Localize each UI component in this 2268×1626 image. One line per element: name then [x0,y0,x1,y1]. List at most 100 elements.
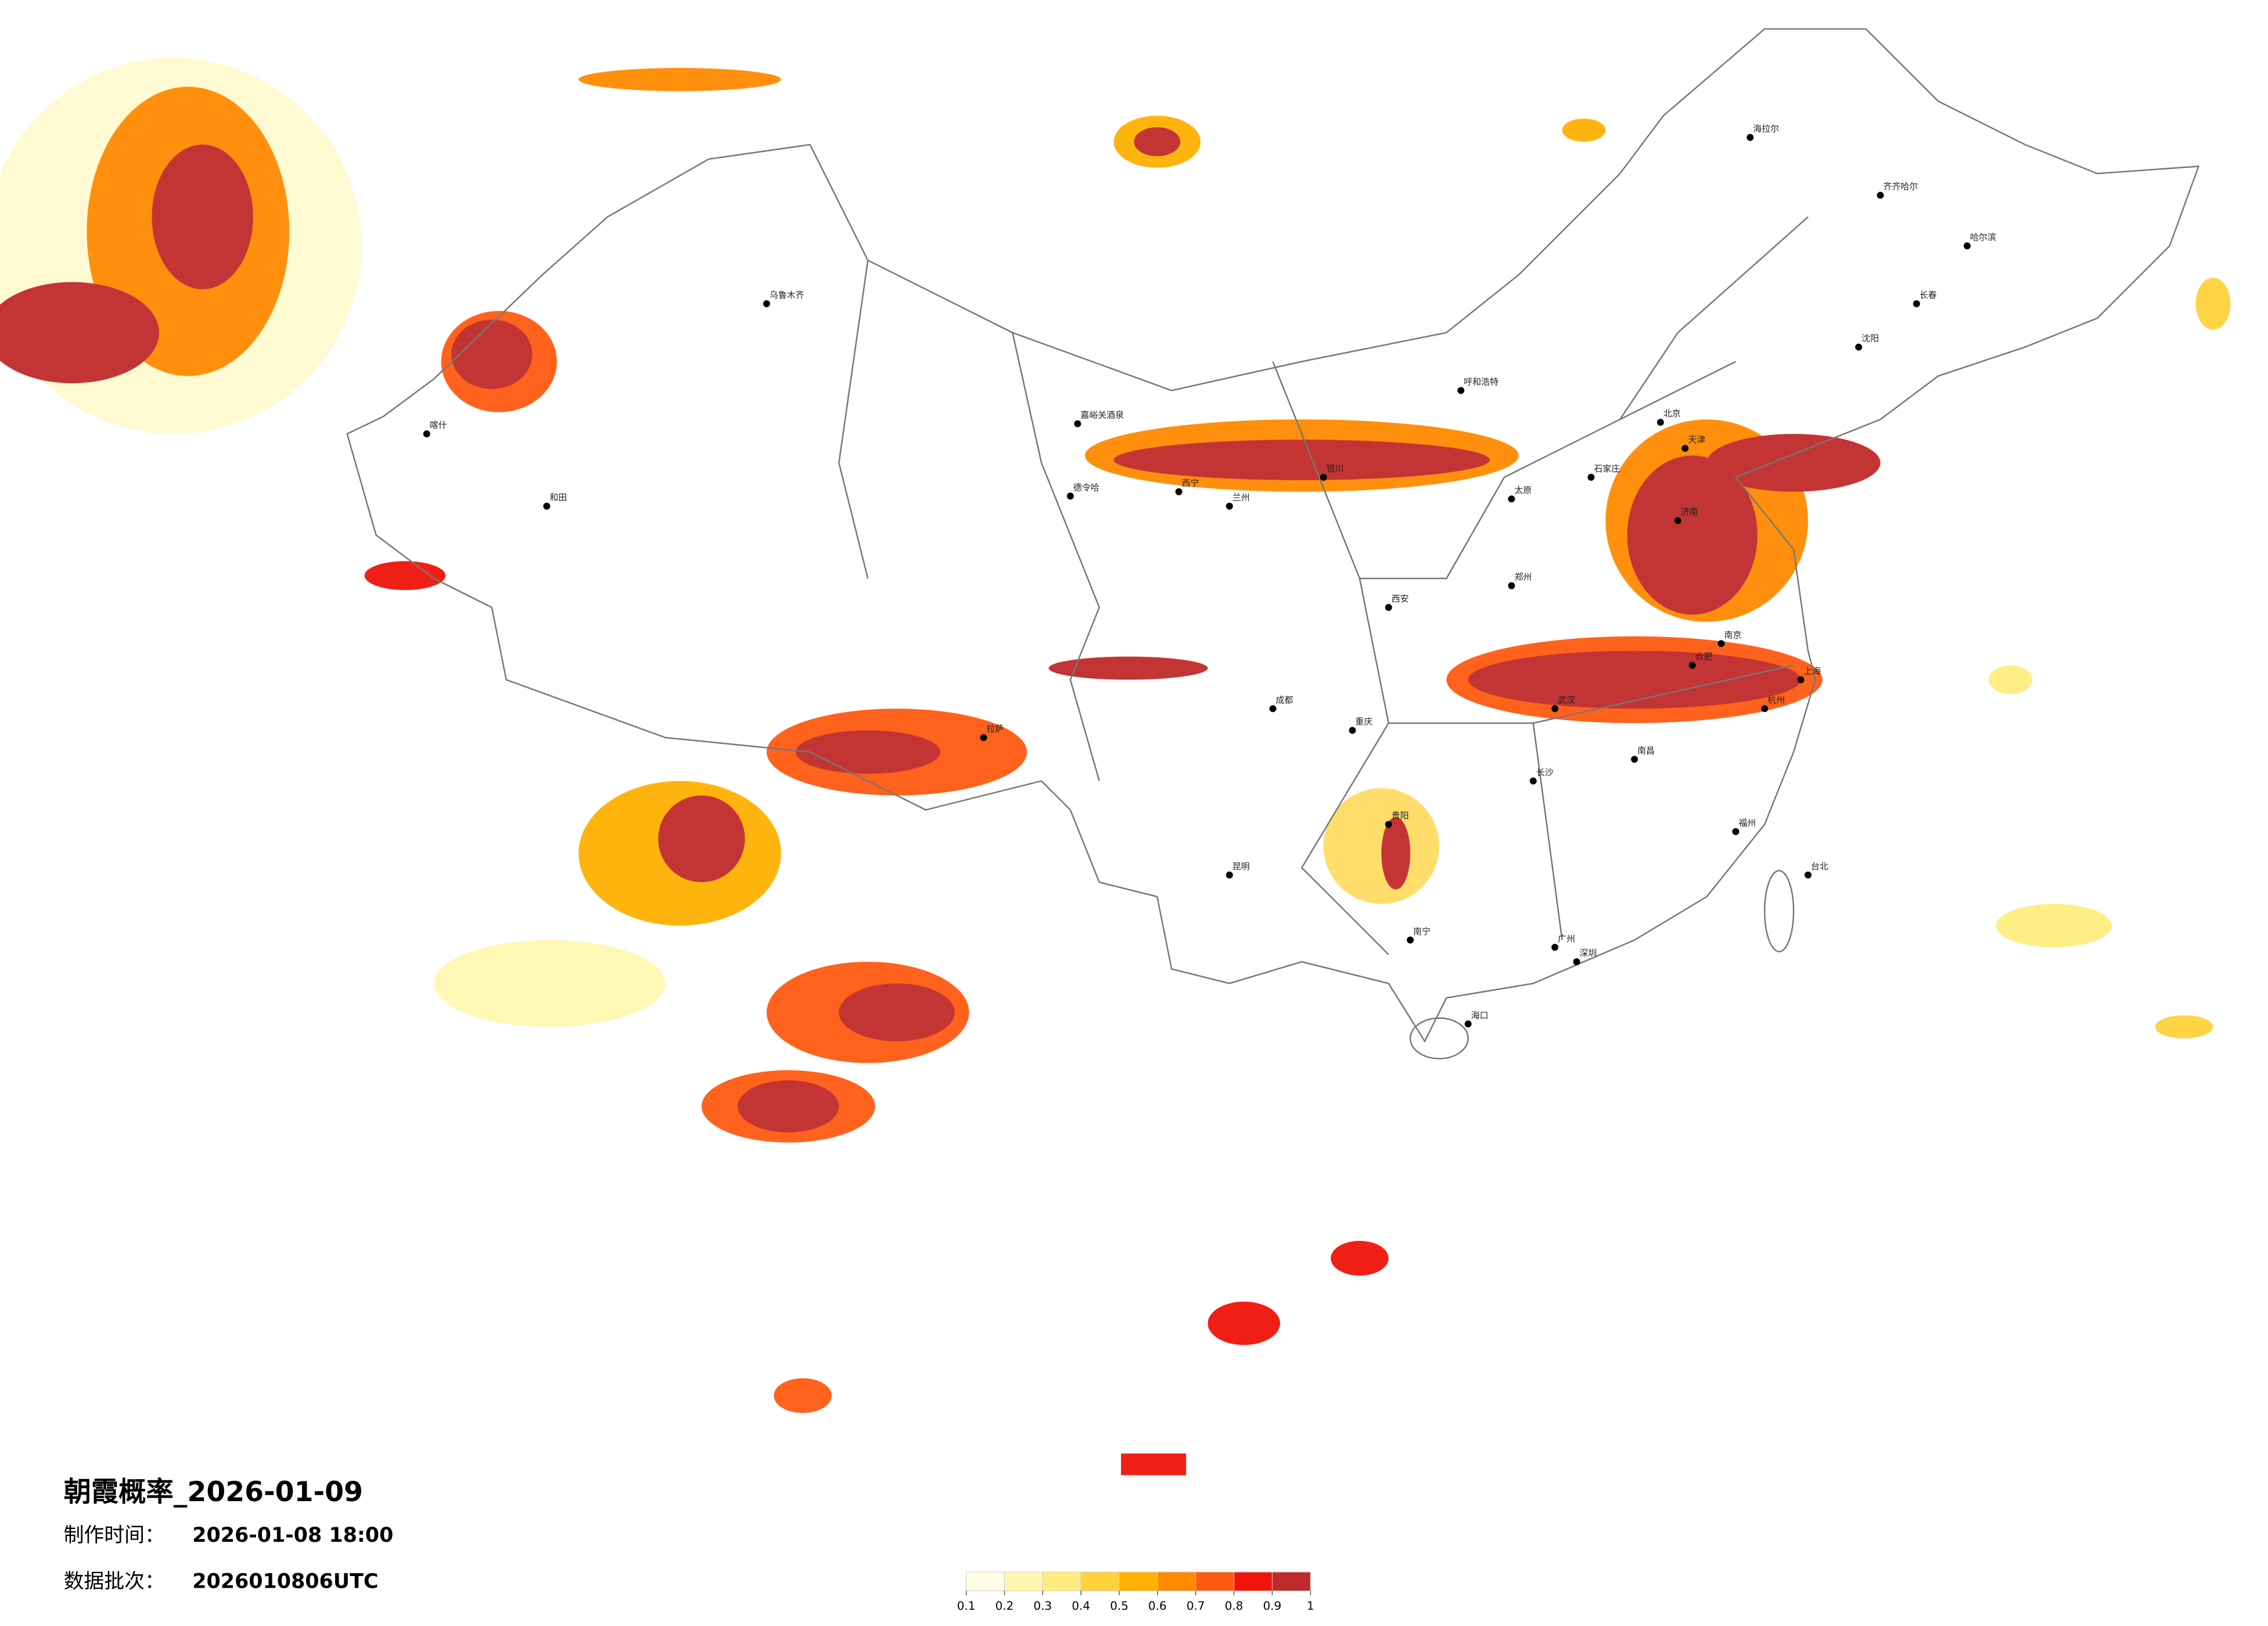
legend-tick-label: 0.2 [995,1599,1014,1613]
city-label: 福州 [1739,818,1756,828]
city-dot [1855,343,1863,351]
city-label: 武汉 [1558,695,1575,705]
city-label: 拉萨 [986,724,1004,734]
made-time: 2026-01-08 18:00 [192,1524,393,1547]
country-outline [346,28,2200,1060]
legend-tick-label: 0.5 [1110,1599,1128,1613]
legend-swatch [1195,1571,1235,1591]
city-dot [1407,936,1414,944]
city-label: 海口 [1471,1010,1489,1020]
city-label: 长春 [1920,290,1937,300]
legend: 0.1 0.2 0.3 0.4 0.5 0.6 0.7 0.8 0.9 1 [957,1571,1314,1613]
city-dot [1508,495,1515,503]
city-label: 海拉尔 [1753,124,1779,134]
city-label: 北京 [1663,408,1681,419]
city-label: 天津 [1688,434,1705,445]
city-dot [1877,192,1884,199]
city-dot [1464,1020,1472,1028]
legend-tick-label: 1 [1307,1599,1314,1613]
city-dot [1657,419,1664,426]
city-label: 成都 [1276,695,1293,705]
city-dot [980,734,987,742]
city-label: 西宁 [1182,478,1199,488]
heat-layer [0,57,2231,1476]
city-dot [1551,705,1559,713]
city-label: 兰州 [1232,492,1250,503]
city-dot [1225,871,1233,879]
legend-tick-label: 0.1 [957,1599,976,1613]
batch: 2026010806UTC [192,1570,378,1593]
city-label: 合肥 [1695,652,1713,662]
legend-swatch [1271,1571,1311,1591]
city-dot [1717,640,1725,647]
city-dot [1066,492,1074,500]
city-label: 昆明 [1232,861,1250,872]
batch-label: 数据批次： [64,1570,165,1593]
city-dot [1551,944,1559,951]
city-dot [1587,473,1595,481]
city-dot [1225,502,1233,510]
city-dot [1805,871,1812,879]
city-label: 台北 [1811,861,1828,872]
legend-tick-label: 0.3 [1033,1599,1052,1613]
city-dot [1746,134,1754,141]
city-label: 齐齐哈尔 [1884,181,1918,192]
city-label: 南宁 [1413,926,1430,937]
legend-tick-label: 0.7 [1187,1599,1205,1613]
city-label: 南京 [1724,629,1742,640]
legend-tick-label: 0.4 [1072,1599,1090,1613]
city-label: 深圳 [1580,948,1597,958]
city-label: 德令哈 [1073,482,1099,492]
city-label: 广州 [1558,933,1575,944]
city-label: 上海 [1804,666,1821,677]
city-label: 喀什 [430,420,447,430]
city-dot [1681,445,1689,452]
city-dot [1631,756,1638,763]
legend-swatch [966,1571,1005,1591]
city-label: 重庆 [1356,717,1373,727]
legend-swatch [1080,1571,1120,1591]
city-dot [1529,777,1537,785]
city-dot [1385,821,1392,828]
city-dot [1349,726,1356,734]
city-dot [1269,705,1277,713]
city-label: 太原 [1514,485,1532,495]
city-label: 长沙 [1536,767,1554,778]
legend-swatch [1157,1571,1196,1591]
city-label: 南昌 [1637,746,1655,756]
legend-swatch [1004,1571,1043,1591]
legend-swatch [1119,1571,1158,1591]
city-label: 银川 [1327,463,1344,474]
city-dot [1761,705,1769,713]
city-label: 嘉峪关酒泉 [1080,410,1124,420]
map-title: 朝霞概率_2026-01-09 [64,1476,363,1508]
city-label: 郑州 [1514,572,1532,582]
city-label: 乌鲁木齐 [770,290,804,300]
city-label: 杭州 [1767,695,1785,705]
legend-swatch [1234,1571,1273,1591]
legend-swatch [1042,1571,1081,1591]
city-dot [543,502,551,510]
city-dot [1688,661,1696,669]
city-dot [1074,420,1081,427]
city-dot [1320,473,1327,481]
city-dot [1797,676,1805,684]
legend-tick-label: 0.9 [1263,1599,1282,1613]
city-dot [763,300,770,307]
city-dot [423,430,430,438]
city-dot [1964,242,1971,250]
city-dot [1385,604,1392,611]
city-label: 沈阳 [1861,333,1879,344]
city-label: 济南 [1681,507,1698,517]
city-dot [1457,387,1465,394]
city-label: 哈尔滨 [1970,232,1996,242]
city-label: 呼和浩特 [1464,376,1498,387]
city-label: 西安 [1392,593,1409,604]
city-label: 石家庄 [1594,463,1620,474]
legend-tick-label: 0.6 [1148,1599,1167,1613]
legend-tick-label: 0.8 [1225,1599,1243,1613]
city-dot [1175,488,1182,495]
